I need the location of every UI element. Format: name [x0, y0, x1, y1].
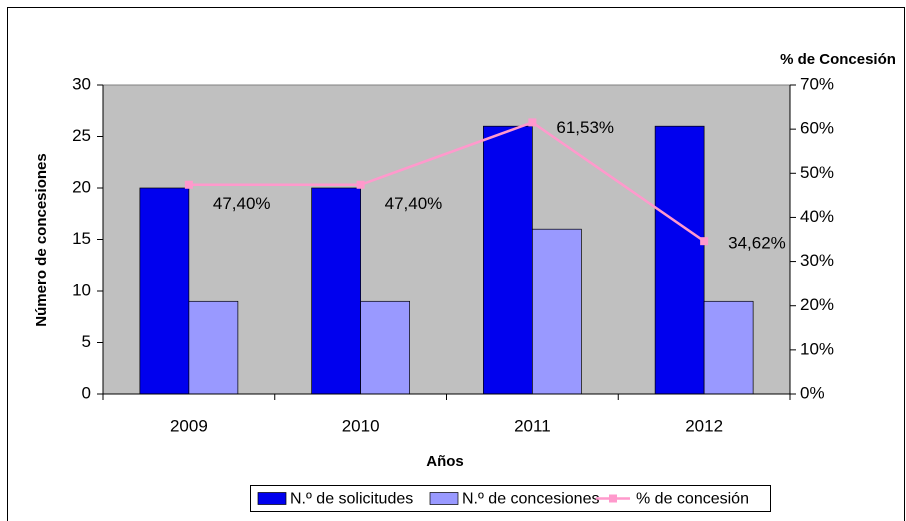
bar [311, 187, 361, 395]
y-tick-label: 5 [82, 332, 91, 351]
y2-tick-label: 70% [800, 74, 834, 93]
line-marker [700, 237, 709, 246]
bar [483, 125, 533, 395]
y-axis-title: Número de concesiones [33, 153, 50, 326]
bar [188, 300, 239, 395]
y-tick-label: 15 [72, 229, 91, 248]
line-marker [356, 180, 365, 189]
data-label: 47,40% [385, 194, 443, 213]
bar [360, 300, 410, 395]
x-tick-label: 2012 [685, 416, 723, 435]
y2-tick-label: 50% [800, 163, 834, 182]
bar [139, 187, 190, 395]
x-tick-label: 2011 [514, 416, 551, 435]
data-label: 47,40% [213, 194, 271, 213]
legend-swatch [429, 492, 459, 505]
line-marker [528, 118, 537, 127]
data-label: 61,53% [556, 118, 614, 137]
x-tick-label: 2009 [170, 416, 208, 435]
line [188, 120, 705, 243]
bar [703, 300, 754, 395]
y2-tick-label: 60% [800, 119, 834, 138]
y-tick-label: 20 [72, 177, 91, 196]
y-tick-label: 25 [72, 126, 91, 145]
y2-tick-label: 20% [800, 295, 834, 314]
legend-label: N.º de solicitudes [290, 491, 413, 508]
y2-tick-label: 0% [800, 383, 825, 402]
legend-swatch [257, 492, 287, 505]
y-tick-label: 10 [72, 280, 91, 299]
y2-axis-title: % de Concesión [780, 51, 896, 68]
bar [654, 125, 705, 395]
y2-tick-label: 40% [800, 207, 834, 226]
legend-box [250, 485, 771, 512]
bar [532, 228, 582, 395]
y-tick-label: 0 [82, 383, 91, 402]
legend-label: % de concesión [636, 491, 749, 508]
x-axis-title: Años [426, 453, 464, 470]
line-marker [184, 180, 193, 189]
legend-label: N.º de concesiones [462, 491, 599, 508]
x-tick-label: 2010 [342, 416, 380, 435]
y2-tick-label: 30% [800, 251, 834, 270]
legend-marker [609, 494, 617, 503]
data-label: 34,62% [728, 234, 786, 253]
y-tick-label: 30 [72, 74, 91, 93]
y2-tick-label: 10% [800, 339, 834, 358]
